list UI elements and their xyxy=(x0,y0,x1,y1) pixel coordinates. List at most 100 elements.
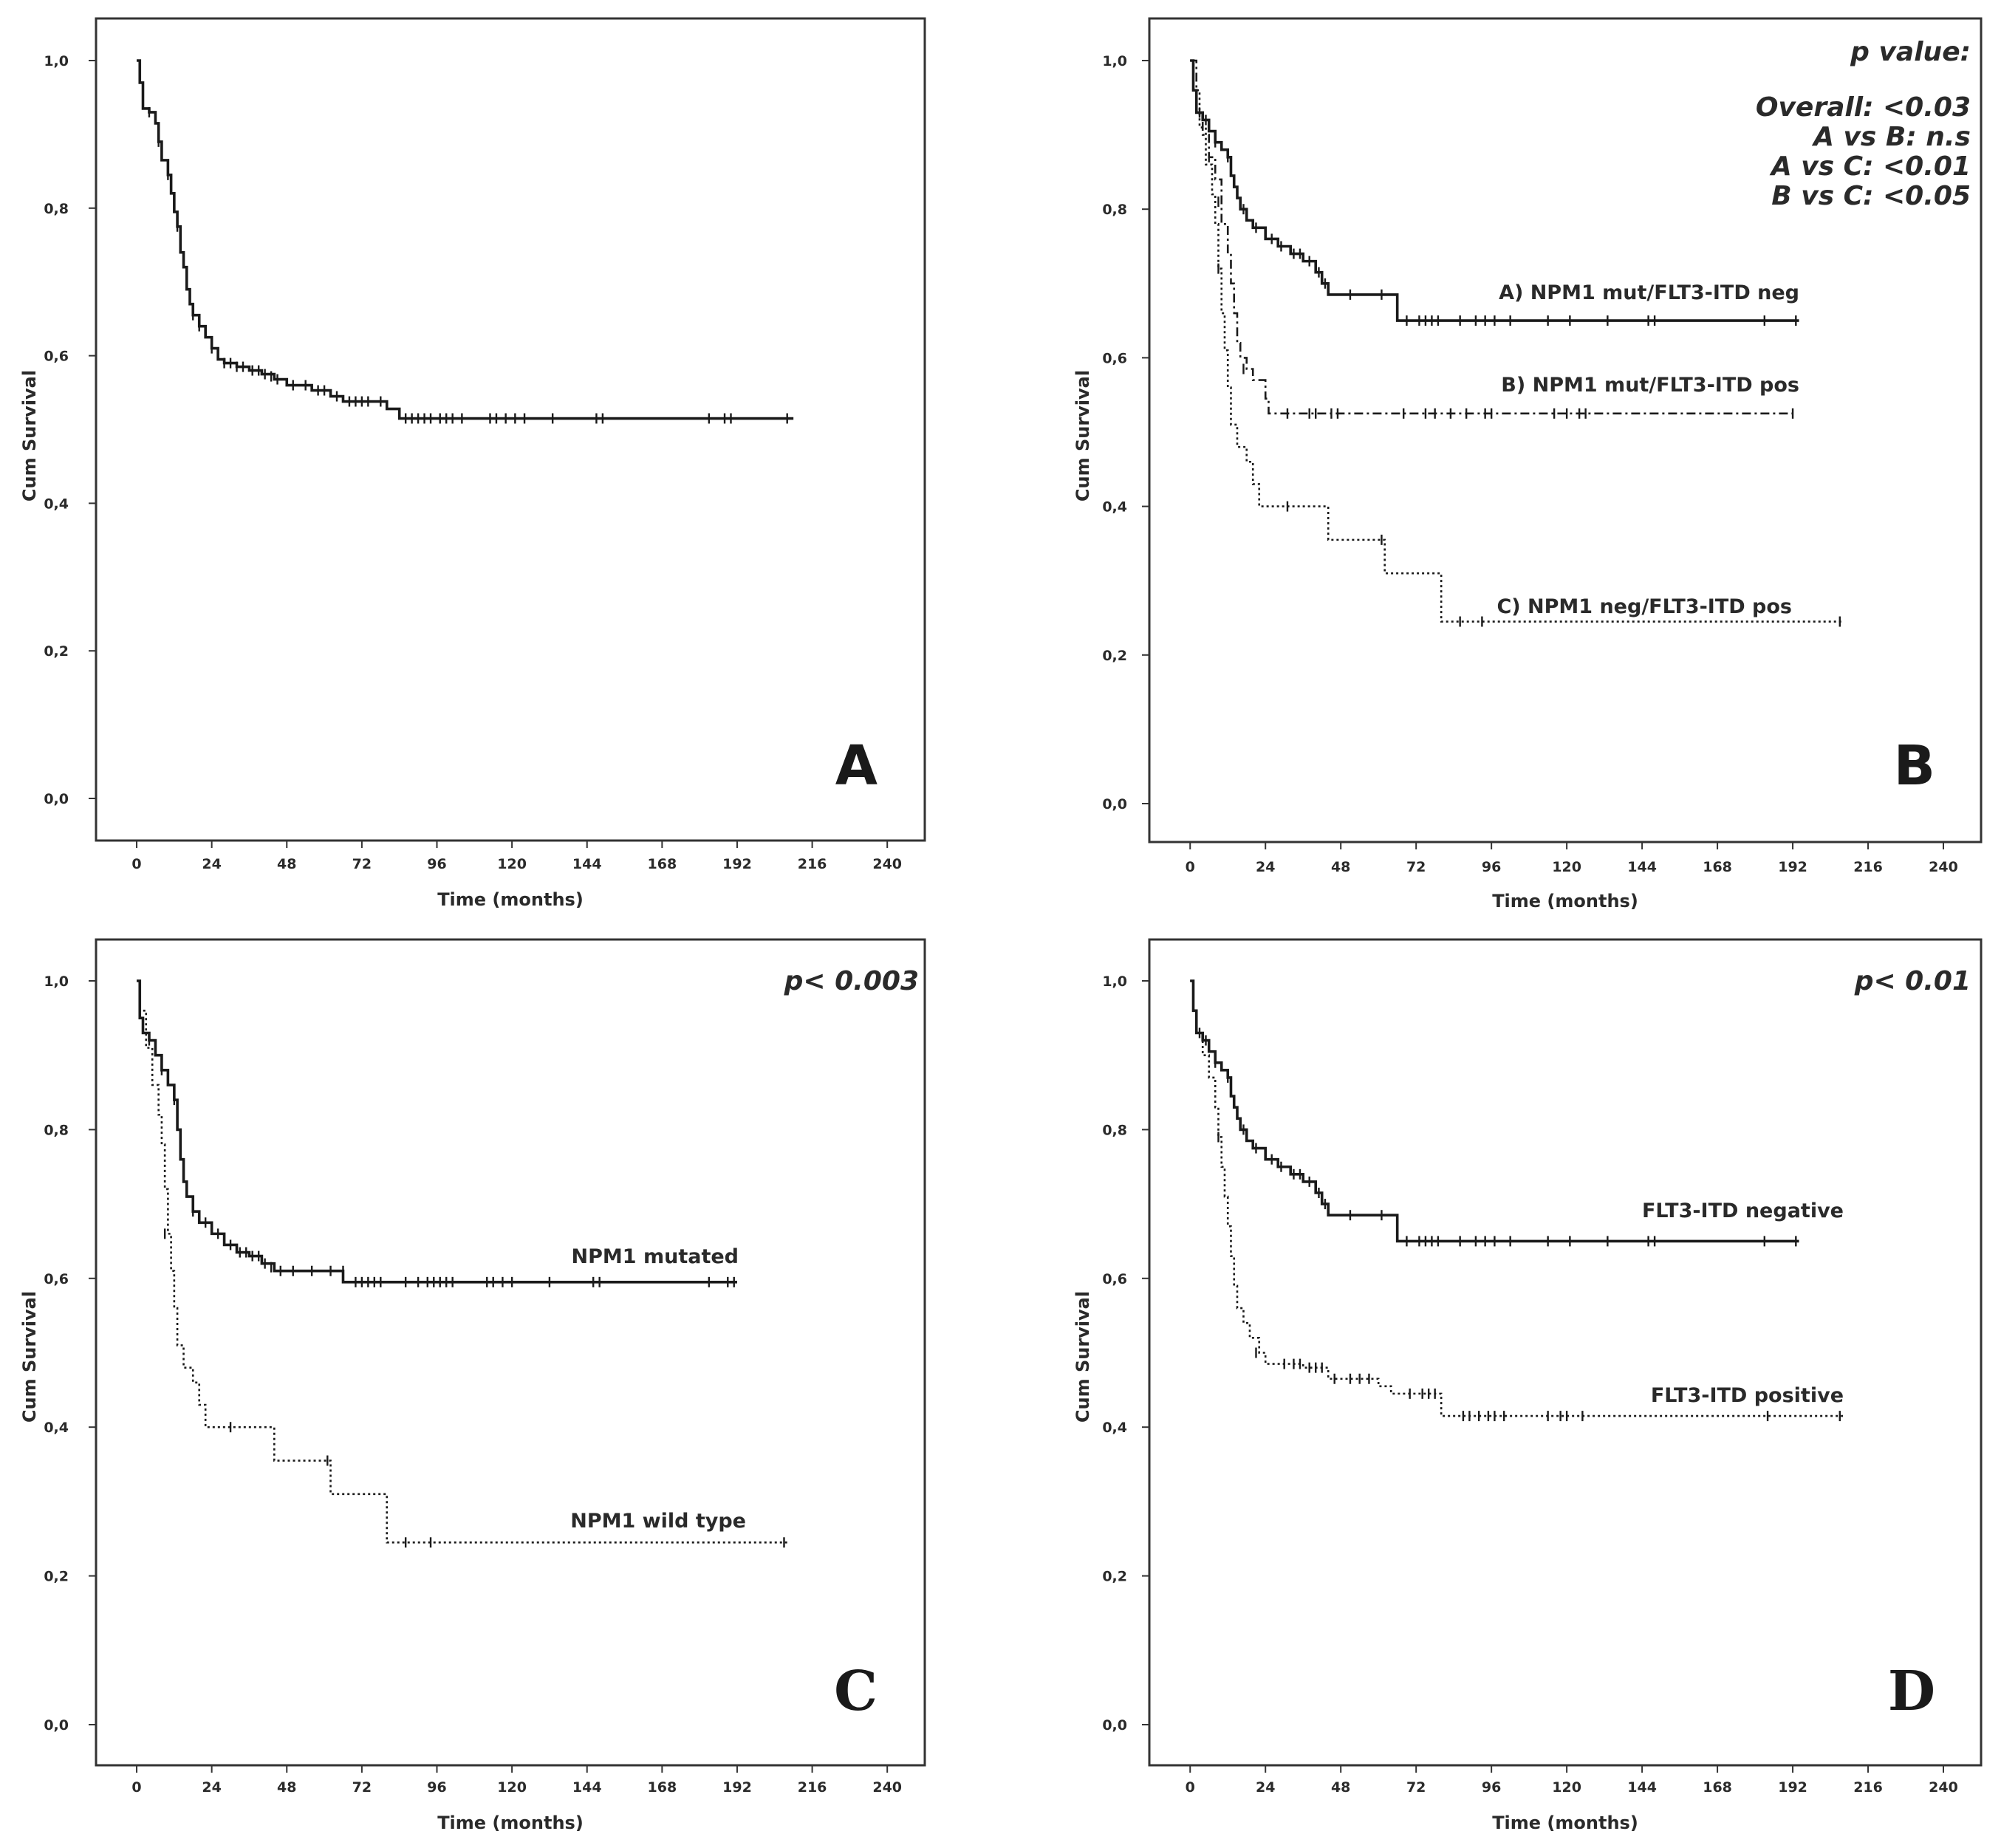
panel-d-x-tick-label: 216 xyxy=(1853,1779,1883,1796)
panel-c-x-tick-label: 216 xyxy=(798,1779,827,1796)
panel-d-x-tick-label: 120 xyxy=(1552,1779,1581,1796)
panel-a-y-tick-label: 0,8 xyxy=(44,201,69,217)
panel-c-x-tick-label: 0 xyxy=(131,1779,141,1796)
panel-b-frame xyxy=(1148,17,1983,843)
panel-c-label-wild-type: NPM1 wild type xyxy=(570,1510,746,1533)
panel-b-label-b: B) NPM1 mut/FLT3-ITD pos xyxy=(1501,374,1799,397)
panel-c-x-tick-label: 168 xyxy=(648,1779,677,1796)
panel-d-x-tick-label: 240 xyxy=(1929,1779,1958,1796)
panel-c-x-tick-label: 72 xyxy=(352,1779,372,1796)
panel-b-y-tick-label: 0,6 xyxy=(1102,350,1127,366)
panel-c-series-1-curve xyxy=(137,979,787,1544)
panel-a-x-tick-label: 144 xyxy=(572,856,602,872)
panel-a-y-tick-label: 0,4 xyxy=(44,496,69,512)
panel-b-y-tick-label: 0,4 xyxy=(1102,499,1127,516)
panel-c-y-tick-label: 0,2 xyxy=(44,1569,69,1585)
panel-b-y-tick-label: 0,2 xyxy=(1102,648,1127,664)
panel-c-pvalue: p< 0.003 xyxy=(784,966,919,996)
panel-b-x-tick-label: 168 xyxy=(1703,859,1732,875)
panel-d-x-axis-label: Time (months) xyxy=(1492,1813,1638,1833)
panel-c-label-mutated: NPM1 mutated xyxy=(572,1245,739,1268)
panel-a-x-tick-label: 48 xyxy=(277,856,296,872)
panel-b-pvalue-a-vs-b: A vs B: n.s xyxy=(1811,122,1971,152)
panel-d-series-0-curve xyxy=(1190,979,1799,1243)
panel-c-x-axis-label: Time (months) xyxy=(437,1813,584,1833)
panel-b-series-1-curve xyxy=(1190,59,1793,415)
panel-b-x-tick-label: 96 xyxy=(1482,859,1501,875)
panel-c-y-tick-label: 0,8 xyxy=(44,1122,69,1138)
panel-c-x-tick-label: 192 xyxy=(722,1779,752,1796)
panel-d-x-tick-label: 72 xyxy=(1406,1779,1426,1796)
panel-d-label-negative: FLT3-ITD negative xyxy=(1642,1200,1844,1222)
panel-b-label-c: C) NPM1 neg/FLT3-ITD pos xyxy=(1497,595,1792,618)
panel-d-frame xyxy=(1148,938,1983,1767)
panel-b-series-2-curve xyxy=(1190,59,1844,623)
panel-d-x-tick-label: 144 xyxy=(1627,1779,1657,1796)
panel-c-series-0-curve xyxy=(137,979,737,1284)
panel-a-x-tick-label: 96 xyxy=(427,856,446,872)
panel-d-y-tick-label: 0,0 xyxy=(1102,1717,1127,1734)
panel-b-letter: B xyxy=(1894,734,1935,798)
panel-a-x-tick-label: 72 xyxy=(352,856,372,872)
panel-b: Cum Survival Time (months) B p value: Ov… xyxy=(1073,17,1983,911)
panel-d-pvalue: p< 0.01 xyxy=(1854,966,1971,996)
panel-c-frame xyxy=(95,938,926,1767)
panel-a-y-tick-label: 0,0 xyxy=(44,791,69,807)
panel-c-x-tick-label: 240 xyxy=(872,1779,902,1796)
panel-c-x-tick-label: 120 xyxy=(497,1779,527,1796)
panel-a-y-axis-label: Cum Survival xyxy=(19,370,40,502)
panel-b-x-tick-label: 72 xyxy=(1406,859,1426,875)
panel-d-label-positive: FLT3-ITD positive xyxy=(1651,1384,1844,1407)
panel-b-pvalue-overall: Overall: <0.03 xyxy=(1756,92,1971,123)
panel-d-x-tick-label: 48 xyxy=(1331,1779,1350,1796)
panel-b-series-0-curve xyxy=(1190,59,1799,322)
panel-b-x-tick-label: 216 xyxy=(1853,859,1883,875)
panel-c-y-tick-label: 1,0 xyxy=(44,973,69,990)
panel-d-y-tick-label: 0,6 xyxy=(1102,1271,1127,1287)
panel-d-y-tick-label: 0,4 xyxy=(1102,1420,1127,1436)
panel-b-y-axis-label: Cum Survival xyxy=(1073,370,1093,502)
panel-b-x-tick-label: 144 xyxy=(1627,859,1657,875)
panel-a-x-tick-label: 0 xyxy=(131,856,141,872)
panel-d-series-1-curve xyxy=(1190,979,1844,1417)
panel-d-x-tick-label: 0 xyxy=(1186,1779,1195,1796)
panel-b-x-tick-label: 48 xyxy=(1331,859,1350,875)
panel-c-y-tick-label: 0,0 xyxy=(44,1717,69,1734)
panel-d-x-tick-label: 168 xyxy=(1703,1779,1732,1796)
panel-c-y-tick-label: 0,4 xyxy=(44,1420,69,1436)
panel-a-y-tick-label: 0,6 xyxy=(44,349,69,365)
panel-c-letter: C xyxy=(834,1660,878,1723)
panel-b-x-tick-label: 24 xyxy=(1256,859,1275,875)
panel-d-x-tick-label: 24 xyxy=(1256,1779,1275,1796)
panel-c-y-tick-label: 0,6 xyxy=(44,1271,69,1287)
panel-a-y-tick-label: 1,0 xyxy=(44,53,69,69)
panel-b-x-tick-label: 192 xyxy=(1778,859,1807,875)
panel-b-x-tick-label: 240 xyxy=(1929,859,1958,875)
panel-d-y-axis-label: Cum Survival xyxy=(1073,1291,1093,1423)
panel-b-pvalue-title: p value: xyxy=(1850,37,1971,67)
panel-b-x-axis-label: Time (months) xyxy=(1492,891,1638,911)
panel-d-y-tick-label: 0,8 xyxy=(1102,1122,1127,1138)
panel-a: Cum Survival Time (months) A 0,0 0,2 0,4 0,… xyxy=(19,17,926,910)
panel-a-x-axis-label: Time (months) xyxy=(437,889,584,910)
panel-b-y-tick-label: 1,0 xyxy=(1102,53,1127,69)
panel-b-x-tick-label: 0 xyxy=(1186,859,1195,875)
panel-a-x-tick-label: 24 xyxy=(202,856,221,872)
panel-b-label-a: A) NPM1 mut/FLT3-ITD neg xyxy=(1499,281,1799,304)
panel-a-x-tick-label: 216 xyxy=(798,856,827,872)
panel-c: Cum Survival Time (months) C p< 0.003 NP… xyxy=(19,938,926,1833)
panel-c-y-axis-label: Cum Survival xyxy=(19,1291,40,1423)
panel-d-y-tick-label: 1,0 xyxy=(1102,973,1127,990)
panel-b-pvalue-a-vs-c: A vs C: <0.01 xyxy=(1769,151,1971,182)
panel-a-x-tick-label: 168 xyxy=(648,856,677,872)
panel-a-frame xyxy=(95,17,926,842)
panel-a-y-tick-label: 0,2 xyxy=(44,643,69,660)
panel-c-x-tick-label: 144 xyxy=(572,1779,602,1796)
panel-d: Cum Survival Time (months) D p< 0.01 FLT… xyxy=(1073,938,1983,1833)
panel-a-letter: A xyxy=(835,734,878,798)
panel-a-x-tick-label: 192 xyxy=(722,856,752,872)
panel-d-y-tick-label: 0,2 xyxy=(1102,1569,1127,1585)
panel-c-x-tick-label: 96 xyxy=(427,1779,446,1796)
